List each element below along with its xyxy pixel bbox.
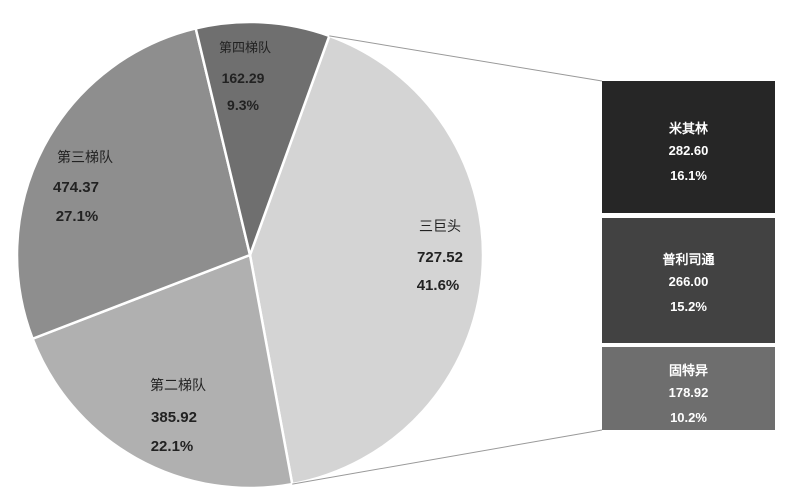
svg-text:727.52: 727.52 (417, 249, 463, 266)
svg-text:41.6%: 41.6% (417, 277, 460, 294)
svg-text:第二梯队: 第二梯队 (150, 377, 206, 393)
svg-text:27.1%: 27.1% (56, 208, 99, 225)
svg-text:385.92: 385.92 (151, 409, 197, 426)
svg-text:474.37: 474.37 (53, 179, 99, 196)
svg-text:第四梯队: 第四梯队 (219, 40, 271, 55)
svg-text:三巨头: 三巨头 (419, 218, 461, 234)
svg-text:第三梯队: 第三梯队 (57, 149, 113, 165)
svg-text:9.3%: 9.3% (227, 97, 259, 113)
svg-text:162.29: 162.29 (222, 70, 265, 86)
svg-text:22.1%: 22.1% (151, 438, 194, 455)
